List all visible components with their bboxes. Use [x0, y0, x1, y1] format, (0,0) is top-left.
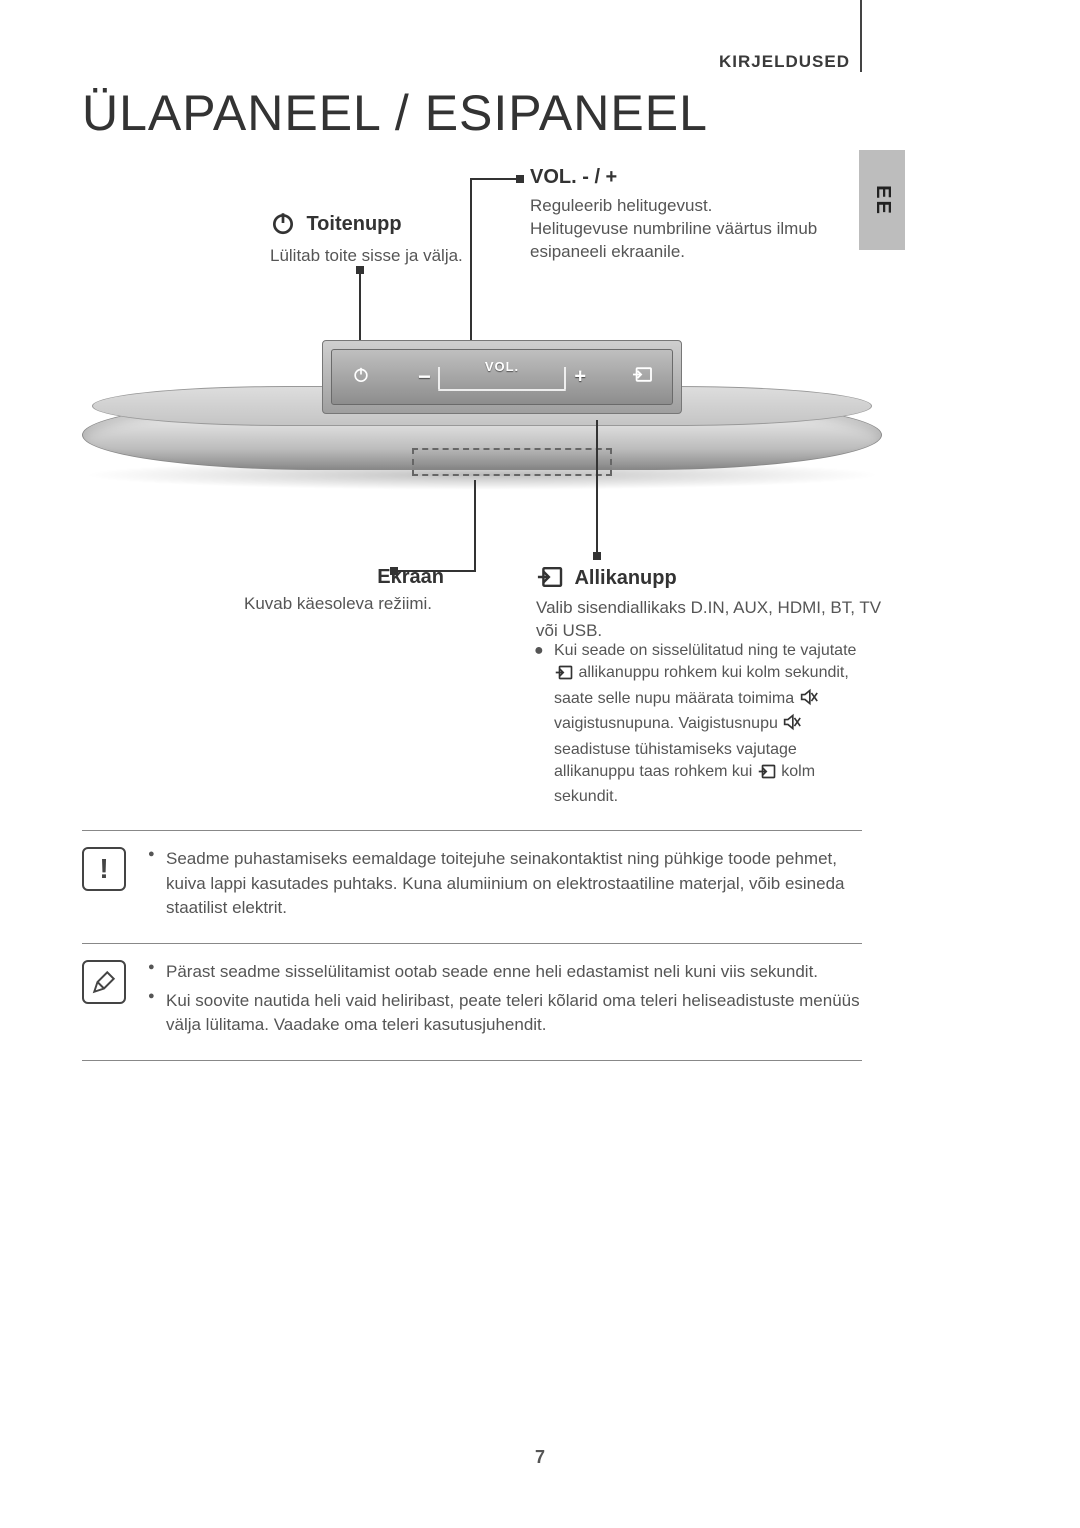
volume-desc: Reguleerib helitugevust. Helitugevuse nu…	[530, 195, 870, 264]
display-slot	[412, 448, 612, 476]
source-bullet-text: Kui seade on sisselülitatud ning te vaju…	[554, 642, 856, 659]
panel-vol-tick	[564, 367, 566, 389]
page-number: 7	[535, 1447, 545, 1468]
bullet-dot: ●	[534, 640, 544, 662]
leader-square	[593, 552, 601, 560]
leader-line	[470, 178, 518, 180]
panel-vol-minus: −	[418, 364, 431, 390]
note-text: Kui soovite nautida heli vaid heliribast…	[148, 989, 862, 1038]
note-icon	[82, 960, 126, 1004]
power-heading: Toitenupp	[306, 213, 401, 235]
screen-desc: Kuvab käesoleva režiimi.	[244, 593, 444, 616]
volume-callout: VOL. - / + Reguleerib helitugevust. Heli…	[530, 166, 870, 264]
note-text: Seadme puhastamiseks eemaldage toitejuhe…	[148, 847, 862, 921]
panel-vol-line	[438, 389, 566, 391]
panel-vol-plus: +	[574, 366, 586, 389]
important-icon: !	[82, 847, 126, 891]
volume-heading: VOL. - / +	[530, 166, 870, 189]
note-important: ! Seadme puhastamiseks eemaldage toiteju…	[82, 831, 862, 943]
panel-vol-label: VOL.	[485, 359, 519, 374]
source-callout: Allikanupp Valib sisendiallikaks D.IN, A…	[536, 566, 896, 643]
divider	[82, 1060, 862, 1061]
section-label: KIRJELDUSED	[719, 52, 850, 72]
leader-line	[474, 480, 476, 570]
source-desc: Valib sisendiallikaks D.IN, AUX, HDMI, B…	[536, 597, 896, 643]
source-icon	[757, 764, 777, 786]
power-desc: Lülitab toite sisse ja välja.	[270, 245, 490, 268]
note-text: Pärast seadme sisselülitamist ootab sead…	[148, 960, 862, 985]
soundbar-illustration: VOL. − +	[82, 330, 882, 520]
page-title: ÜLAPANEEL / ESIPANEEL	[82, 84, 708, 142]
panel-vol-tick	[438, 367, 440, 389]
panel-source-icon	[631, 366, 653, 389]
leader-line	[596, 420, 598, 556]
language-tab-label: EE	[871, 185, 894, 216]
power-callout: Toitenupp Lülitab toite sisse ja välja.	[270, 210, 490, 268]
screen-heading: Ekraan	[244, 566, 444, 589]
source-icon	[554, 665, 574, 687]
control-panel: VOL. − +	[322, 340, 682, 414]
note-tips: Pärast seadme sisselülitamist ootab sead…	[82, 944, 862, 1060]
source-icon	[536, 566, 564, 593]
header-divider	[860, 0, 862, 72]
notes-section: ! Seadme puhastamiseks eemaldage toiteju…	[82, 830, 862, 1061]
screen-callout: Ekraan Kuvab käesoleva režiimi.	[244, 566, 444, 616]
source-heading: Allikanupp	[574, 567, 676, 589]
panel-power-icon	[351, 365, 371, 390]
source-bullet: ● Kui seade on sisselülitatud ning te va…	[536, 640, 876, 809]
source-bullet-text: vaigistusnupuna. Vaigistusnupu	[554, 715, 778, 732]
mute-icon	[799, 688, 819, 713]
mute-icon	[782, 713, 802, 738]
power-icon	[270, 210, 296, 241]
